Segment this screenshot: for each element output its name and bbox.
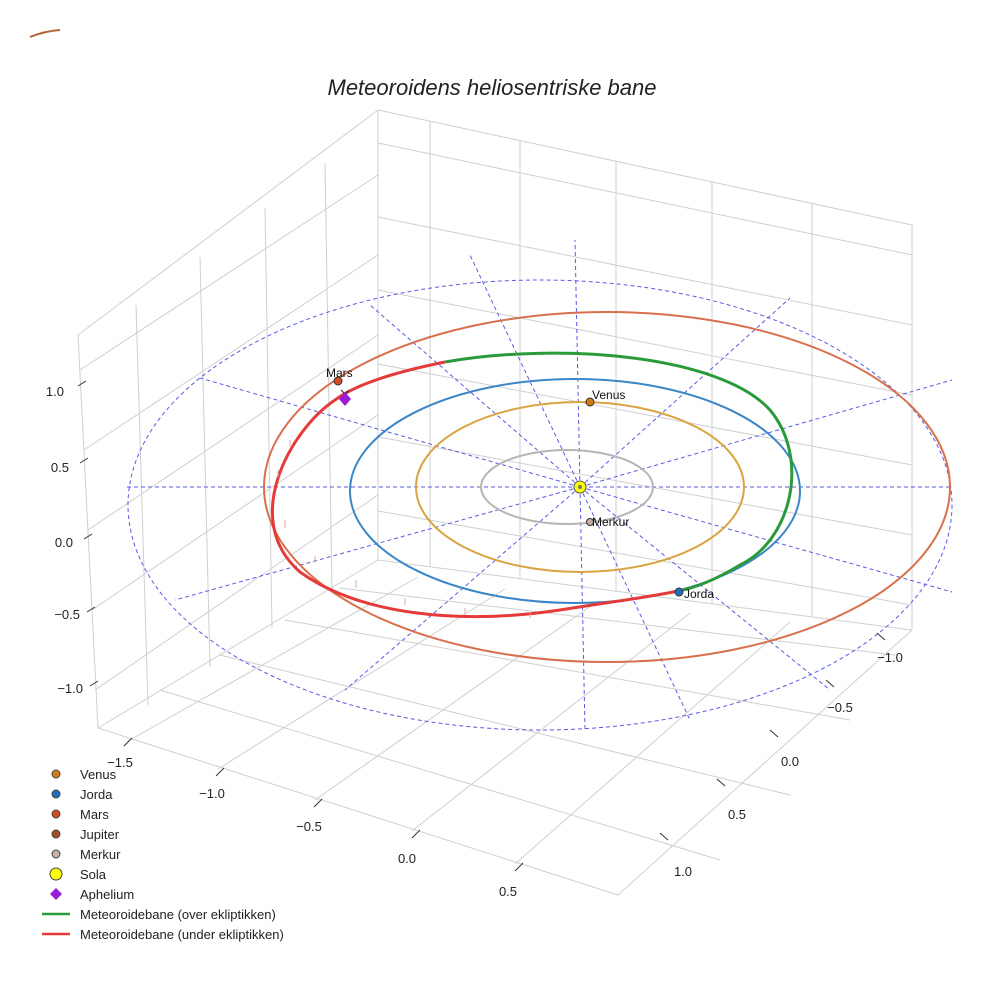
z-tick-label: 1.0: [46, 384, 64, 399]
planet-orbits: [263, 311, 951, 663]
planet-merkur: Merkur: [586, 515, 629, 529]
planet-jorda: Jorda: [674, 587, 714, 601]
planet-merkur-label: Merkur: [592, 515, 629, 529]
legend-item-path-below: Meteoroidebane (under ekliptikken): [40, 924, 284, 944]
z-tick-label: −0.5: [54, 607, 80, 622]
grid-panes: [77, 109, 913, 896]
legend-label: Sola: [80, 866, 107, 882]
legend-item-mars: Mars: [40, 804, 284, 824]
z-tick-label: 0.0: [55, 535, 73, 550]
y-tick-label: −1.5: [107, 755, 133, 770]
x-tick-label: 1.0: [674, 864, 692, 879]
orbit-merkur: [480, 449, 654, 525]
x-axis: −1.0 −0.5 0.0 0.5 1.0: [659, 632, 903, 879]
planet-jorda-label: Jorda: [684, 587, 714, 601]
legend-item-jupiter: Jupiter: [40, 824, 284, 844]
y-tick-label: 0.0: [398, 851, 416, 866]
planet-mars: Mars: [326, 366, 353, 386]
legend-item-path-above: Meteoroidebane (over ekliptikken): [40, 904, 284, 924]
orbit-jorda: [349, 378, 801, 604]
legend-label: Meteoroidebane (over ekliptikken): [80, 906, 276, 922]
legend-label: Aphelium: [80, 886, 135, 902]
legend-label: Jorda: [80, 786, 113, 802]
legend-label: Meteoroidebane (under ekliptikken): [80, 926, 284, 942]
orbit-venus: [415, 401, 745, 573]
planet-venus-label: Venus: [592, 388, 625, 402]
y-tick-label: −1.0: [199, 786, 225, 801]
x-tick-label: 0.0: [781, 754, 799, 769]
z-tick-label: −1.0: [57, 681, 83, 696]
legend-item-sola: Sola: [40, 864, 284, 884]
x-tick-label: −0.5: [827, 700, 853, 715]
x-tick-label: −1.0: [877, 650, 903, 665]
y-tick-label: −0.5: [296, 819, 322, 834]
y-axis: −1.5 −1.0 −0.5 0.0 0.5: [107, 737, 524, 899]
ecliptic-reference: [127, 239, 953, 731]
legend: Venus Jorda Mars Jupiter Merkur Sola Aph…: [40, 764, 284, 944]
z-axis: 1.0 0.5 0.0 −0.5 −1.0: [46, 380, 99, 696]
legend-label: Jupiter: [80, 826, 120, 842]
legend-item-jorda: Jorda: [40, 784, 284, 804]
planet-mars-label: Mars: [326, 366, 353, 380]
meteoroid-path-above: [444, 351, 794, 593]
meteoroid-drop-lines: [277, 440, 531, 618]
orbit-mars: [263, 311, 951, 663]
chart-title: Meteoroidens heliosentriske bane: [328, 75, 657, 100]
legend-label: Merkur: [80, 846, 121, 862]
z-tick-label: 0.5: [51, 460, 69, 475]
legend-label: Mars: [80, 806, 109, 822]
legend-item-venus: Venus: [40, 764, 284, 784]
corner-stroke: [29, 29, 61, 38]
sun-marker: [573, 480, 587, 494]
x-tick-label: 0.5: [728, 807, 746, 822]
legend-item-aphelium: Aphelium: [40, 884, 284, 904]
legend-label: Venus: [80, 766, 117, 782]
aphelion-marker: [339, 389, 351, 406]
legend-item-merkur: Merkur: [40, 844, 284, 864]
planet-venus: Venus: [585, 388, 625, 407]
y-tick-label: 0.5: [499, 884, 517, 899]
